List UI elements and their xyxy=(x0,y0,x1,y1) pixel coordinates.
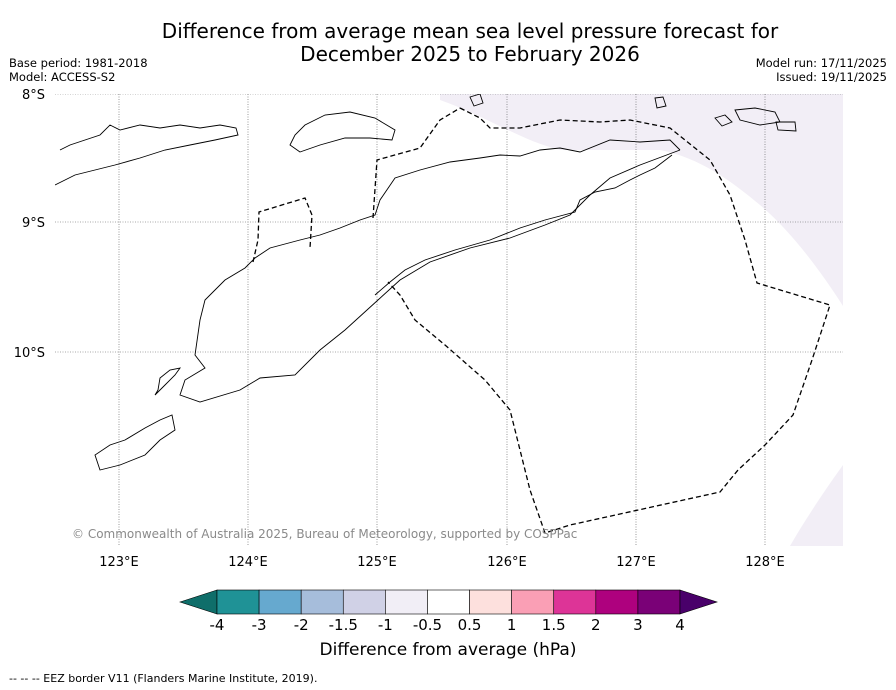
colorbar-tick-label: -2 xyxy=(294,616,309,634)
lon-label: 123°E xyxy=(99,555,139,570)
colorbar-tick-label: -4 xyxy=(210,616,225,634)
model-name: Model: ACCESS-S2 xyxy=(9,70,116,84)
colorbar-swatch xyxy=(511,589,555,615)
colorbar-tick-label: 1.5 xyxy=(542,616,566,634)
coastline-islet-ne3 xyxy=(654,96,667,109)
copyright-notice: © Commonwealth of Australia 2025, Bureau… xyxy=(72,527,577,541)
lon-label: 125°E xyxy=(357,555,397,570)
colorbar-arrow-high xyxy=(679,589,718,615)
colorbar-tick-label: 2 xyxy=(591,616,601,634)
coastline-inner xyxy=(374,154,673,296)
colorbar-tick-label: 4 xyxy=(675,616,685,634)
lon-label: 128°E xyxy=(745,555,785,570)
colorbar-swatch xyxy=(637,589,681,615)
lat-label: 8°S xyxy=(22,88,45,103)
lat-label: 9°S xyxy=(22,216,45,231)
chart-title: Difference from average mean sea level p… xyxy=(120,20,820,66)
coastline-sawu xyxy=(94,414,176,471)
anomaly-shading-southeast xyxy=(790,465,843,546)
coastline-islet-atauro xyxy=(469,94,484,107)
coastline-islet-ne4 xyxy=(775,121,797,132)
coastline-islet-ne2 xyxy=(714,114,733,127)
lon-label: 124°E xyxy=(228,555,268,570)
colorbar-ticks: -4 -3 -2 -1.5 -1 -0.5 0.5 1 1.5 2 3 4 xyxy=(210,616,685,634)
lon-label: 126°E xyxy=(487,555,527,570)
meta-left: Base period: 1981-2018 Model: ACCESS-S2 xyxy=(9,56,148,84)
colorbar: -4 -3 -2 -1.5 -1 -0.5 0.5 1 1.5 2 3 4 xyxy=(179,589,718,634)
colorbar-swatch xyxy=(300,589,344,615)
coastline-wetar xyxy=(55,124,239,186)
colorbar-tick-label: 1 xyxy=(507,616,517,634)
eez-border-main xyxy=(387,107,831,534)
model-run: Model run: 17/11/2025 xyxy=(755,56,887,70)
colorbar-tick-label: 3 xyxy=(633,616,643,634)
colorbar-swatch xyxy=(216,589,260,615)
coastlines xyxy=(55,94,797,471)
colorbar-title: Difference from average (hPa) xyxy=(319,640,577,660)
colorbar-swatch xyxy=(258,589,302,615)
colorbar-swatch xyxy=(342,589,386,615)
colorbar-swatch xyxy=(427,589,470,615)
longitude-labels: 123°E 124°E 125°E 126°E 127°E 128°E xyxy=(99,555,785,570)
colorbar-swatch xyxy=(553,589,597,615)
eez-borders xyxy=(252,107,831,534)
map-panel: © Commonwealth of Australia 2025, Bureau… xyxy=(55,94,843,546)
colorbar-tick-label: -0.5 xyxy=(413,616,442,634)
coastline-timor xyxy=(179,139,681,403)
colorbar-tick-label: -1.5 xyxy=(329,616,358,634)
eez-border-enclave xyxy=(252,197,313,263)
lat-label: 10°S xyxy=(14,346,45,361)
latitude-labels: 8°S 9°S 10°S xyxy=(14,88,45,361)
meta-right: Model run: 17/11/2025 Issued: 19/11/2025 xyxy=(756,56,887,84)
coastline-rote xyxy=(154,367,182,396)
lon-label: 127°E xyxy=(616,555,656,570)
colorbar-swatch xyxy=(595,589,639,615)
title-line-1: Difference from average mean sea level p… xyxy=(161,19,779,43)
title-line-2: December 2025 to February 2026 xyxy=(300,42,640,66)
colorbar-tick-label: 0.5 xyxy=(458,616,482,634)
eez-border-west xyxy=(372,107,461,219)
colorbar-tick-label: -3 xyxy=(252,616,267,634)
colorbar-swatches xyxy=(216,589,681,615)
footnote: -- -- -- EEZ border V11 (Flanders Marine… xyxy=(9,672,318,685)
colorbar-swatch xyxy=(385,589,428,615)
coastline-alor xyxy=(289,111,396,153)
colorbar-arrow-low xyxy=(179,589,218,615)
base-period: Base period: 1981-2018 xyxy=(9,56,148,70)
anomaly-shading-north xyxy=(440,94,843,306)
colorbar-tick-label: -1 xyxy=(378,616,393,634)
colorbar-swatch xyxy=(469,589,512,615)
issued-date: Issued: 19/11/2025 xyxy=(776,70,887,84)
